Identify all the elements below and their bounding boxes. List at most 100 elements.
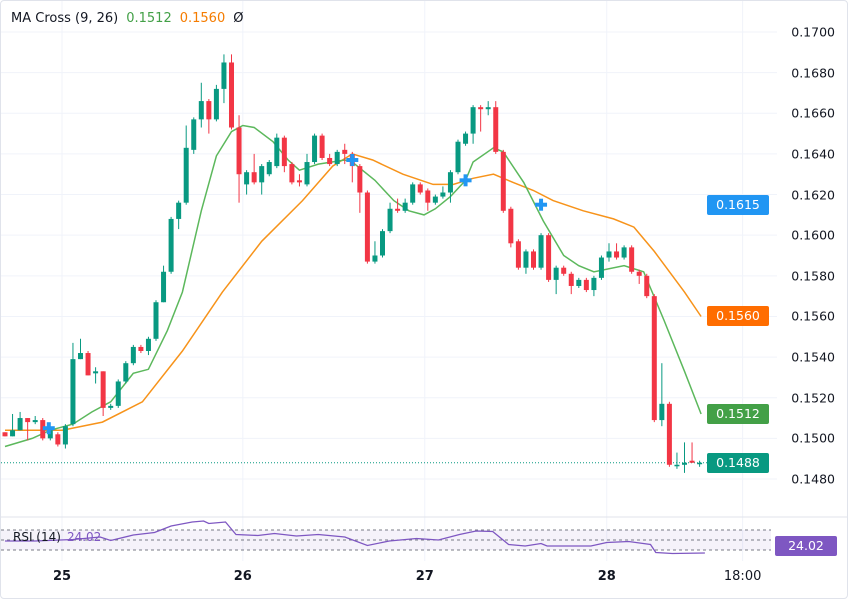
candle bbox=[342, 143, 348, 165]
candle bbox=[523, 249, 529, 274]
candle-body bbox=[447, 172, 453, 193]
candle bbox=[387, 202, 393, 234]
candle bbox=[553, 265, 559, 295]
price-axis-label: 0.1700 bbox=[791, 24, 835, 40]
candle bbox=[296, 174, 302, 187]
candle bbox=[251, 153, 257, 185]
candle-body bbox=[598, 257, 604, 278]
candle bbox=[598, 255, 604, 280]
candle bbox=[319, 133, 325, 161]
candle-body bbox=[621, 247, 627, 258]
candle-body bbox=[2, 432, 8, 437]
price-axis-label: 0.1620 bbox=[791, 187, 835, 203]
candle-body bbox=[17, 418, 23, 431]
candle-body bbox=[327, 157, 333, 165]
candle bbox=[213, 84, 219, 122]
candle-body bbox=[213, 88, 219, 120]
candle-body bbox=[191, 119, 197, 150]
candle bbox=[191, 117, 197, 154]
candle bbox=[17, 411, 23, 431]
candle-body bbox=[372, 255, 378, 262]
candle-body bbox=[312, 135, 318, 163]
candle bbox=[161, 265, 167, 303]
candle bbox=[689, 442, 695, 463]
ma-cross-marker bbox=[459, 174, 472, 187]
candle-body bbox=[93, 371, 99, 374]
candle-body bbox=[198, 101, 204, 120]
candle bbox=[659, 363, 665, 427]
candle bbox=[561, 265, 567, 276]
price-tag: 0.1560 bbox=[707, 306, 769, 327]
candle bbox=[85, 350, 91, 376]
candle bbox=[447, 170, 453, 203]
candle bbox=[206, 99, 212, 134]
time-axis-label: 25 bbox=[52, 569, 72, 584]
rsi-legend[interactable]: RSI (14) 24.02 bbox=[13, 530, 101, 544]
candle bbox=[485, 101, 491, 116]
candle bbox=[281, 135, 287, 173]
candle bbox=[629, 245, 635, 274]
candle-body bbox=[644, 275, 650, 297]
candle-body bbox=[108, 405, 114, 408]
candle-body bbox=[538, 235, 544, 268]
candle-body bbox=[342, 149, 348, 154]
candle-body bbox=[440, 192, 446, 197]
rsi-name: RSI (14) bbox=[13, 530, 61, 544]
candle-body bbox=[78, 353, 83, 360]
cross-bar-v bbox=[46, 422, 51, 435]
candle bbox=[108, 403, 114, 410]
slow-ma-value: 0.1560 bbox=[179, 11, 226, 26]
candle bbox=[221, 54, 227, 104]
candle-body bbox=[674, 464, 680, 467]
candle bbox=[440, 186, 446, 199]
candle-body bbox=[583, 279, 589, 291]
candle-body bbox=[553, 267, 559, 280]
candle-body bbox=[40, 420, 46, 439]
time-axis-label: 18:00 bbox=[723, 569, 762, 584]
candle bbox=[591, 275, 597, 297]
candle-body bbox=[281, 137, 287, 167]
candle bbox=[327, 153, 333, 167]
candle bbox=[674, 452, 680, 469]
candle bbox=[357, 164, 363, 213]
candle-body bbox=[70, 359, 76, 425]
candle bbox=[636, 269, 642, 284]
fast-ma-line bbox=[4, 124, 702, 448]
candle bbox=[176, 200, 182, 230]
candle bbox=[312, 133, 318, 165]
ma-cross-marker bbox=[535, 198, 548, 211]
candle bbox=[538, 233, 544, 270]
candle-body bbox=[25, 418, 31, 423]
candle bbox=[259, 164, 265, 195]
candle-body bbox=[523, 251, 529, 268]
candle bbox=[123, 361, 129, 384]
candle-body bbox=[508, 208, 514, 244]
candle bbox=[183, 125, 189, 205]
hide-indicator-icon[interactable]: Ø bbox=[233, 11, 244, 26]
candle-body bbox=[266, 162, 272, 175]
candle-body bbox=[531, 251, 536, 268]
candle-body bbox=[274, 137, 280, 167]
candle-body bbox=[161, 271, 167, 303]
candle bbox=[493, 101, 499, 154]
candle-body bbox=[410, 184, 416, 203]
candle bbox=[93, 367, 99, 384]
price-axis-label: 0.1480 bbox=[791, 471, 835, 487]
candle-body bbox=[478, 107, 484, 110]
candle-body bbox=[417, 184, 423, 193]
indicator-legend[interactable]: MA Cross (9, 26) 0.1512 0.1560 Ø bbox=[11, 11, 251, 26]
candle bbox=[621, 245, 627, 260]
rsi-line bbox=[5, 520, 705, 555]
cross-bar-v bbox=[463, 174, 468, 187]
candle-body bbox=[206, 101, 212, 120]
candle bbox=[236, 115, 242, 203]
candle-body bbox=[591, 277, 597, 291]
candle bbox=[78, 338, 83, 360]
candle-body bbox=[236, 127, 242, 175]
candle-body bbox=[138, 346, 144, 351]
candle bbox=[697, 460, 703, 467]
candle bbox=[546, 233, 552, 282]
candle bbox=[10, 413, 16, 437]
price-axis-label: 0.1580 bbox=[791, 268, 835, 284]
